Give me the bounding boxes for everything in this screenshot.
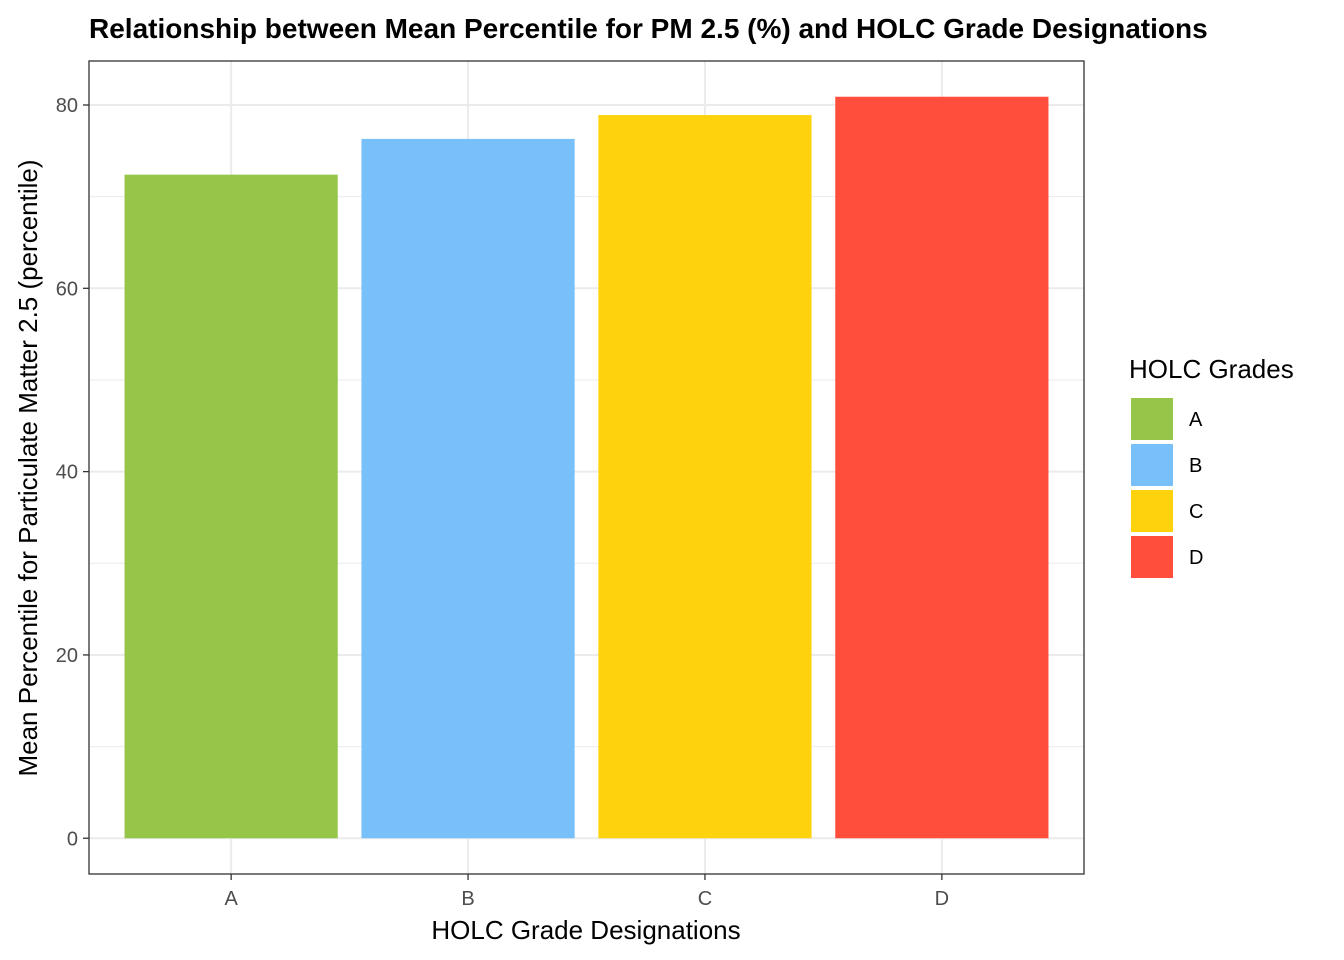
- x-tick-label: A: [224, 888, 238, 910]
- legend-key-c: [1131, 490, 1173, 532]
- plot-panel: [88, 60, 1085, 875]
- legend-label: A: [1189, 409, 1203, 431]
- x-tick-label: B: [461, 888, 474, 910]
- legend-label: D: [1189, 547, 1203, 569]
- legend-title: HOLC Grades: [1129, 354, 1294, 384]
- legend-label: C: [1189, 501, 1203, 523]
- legend-label: B: [1189, 455, 1202, 477]
- bar-d: [835, 96, 1049, 839]
- chart-title: Relationship between Mean Percentile for…: [89, 13, 1208, 44]
- y-tick-label: 80: [56, 95, 78, 117]
- y-axis: 0 20 40 60 80: [56, 95, 89, 850]
- x-tick-label: C: [698, 888, 712, 910]
- y-axis-label: Mean Percentile for Particulate Matter 2…: [13, 159, 43, 776]
- y-tick-label: 20: [56, 645, 78, 667]
- x-tick-label: D: [935, 888, 949, 910]
- legend: HOLC Grades A B C D: [1129, 354, 1294, 578]
- bar-b: [361, 138, 575, 839]
- legend-key-a: [1131, 398, 1173, 440]
- y-tick-label: 0: [67, 828, 78, 850]
- bar-c: [598, 115, 812, 839]
- y-tick-label: 40: [56, 462, 78, 484]
- legend-key-d: [1131, 536, 1173, 578]
- x-axis-label: HOLC Grade Designations: [431, 915, 740, 945]
- bar-a: [124, 174, 338, 839]
- y-tick-label: 60: [56, 278, 78, 300]
- x-axis: A B C D: [224, 874, 949, 910]
- panel-border: [88, 60, 1085, 875]
- legend-key-b: [1131, 444, 1173, 486]
